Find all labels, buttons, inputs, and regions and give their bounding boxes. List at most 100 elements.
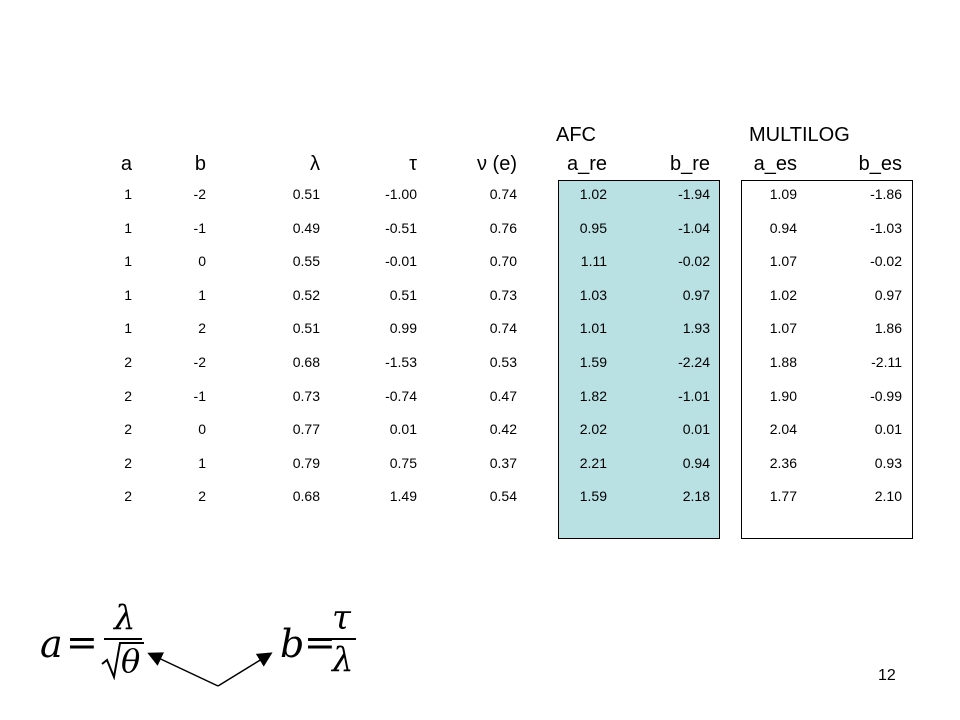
- formula-b-fraction-bar: [326, 638, 356, 640]
- table-cell: 1.82: [579, 387, 607, 404]
- table-cell: 2.04: [769, 421, 797, 438]
- table-cell: -0.01: [385, 253, 417, 270]
- table-cell: 2: [124, 354, 132, 370]
- table-cell: 2: [124, 421, 132, 438]
- table-cell: 1.03: [579, 286, 607, 303]
- table-cell: 0.73: [292, 387, 320, 404]
- table-cell: 0.79: [292, 454, 320, 471]
- table-cell: 1.07: [769, 253, 797, 270]
- column-header: a_es: [753, 153, 797, 175]
- table-cell: 1: [124, 320, 132, 337]
- table-cell: -1.53: [385, 354, 417, 370]
- table-cell: 1.59: [579, 488, 607, 505]
- table-cell: 0.51: [389, 286, 417, 303]
- table-cell: 0.94: [682, 454, 710, 471]
- table-cell: 1.86: [874, 320, 902, 337]
- table-cell: 0.51: [292, 186, 320, 202]
- table-cell: -2: [193, 186, 206, 202]
- page-number: 12: [878, 667, 896, 684]
- table-cell: 2: [124, 488, 132, 505]
- table-cell: 1.49: [389, 488, 417, 505]
- table-cell: 2.36: [769, 454, 797, 471]
- formula-a-radicand: θ: [121, 642, 141, 680]
- table-cell: -1.04: [678, 219, 710, 236]
- column-header: λ: [310, 153, 320, 175]
- table-cell: 0.75: [389, 454, 417, 471]
- table-cell: 0.51: [292, 320, 320, 337]
- column-header: a: [120, 153, 132, 175]
- arrow-to-theta: [147, 652, 219, 687]
- formula-a-lhs: a: [40, 622, 63, 666]
- table-cell: 1: [198, 286, 206, 303]
- table-cell: -0.51: [385, 219, 417, 236]
- formula-a-fraction-bar: [104, 638, 142, 640]
- table-cell: 0: [198, 421, 206, 438]
- table-cell: 0.97: [682, 286, 710, 303]
- table-cell: 0.37: [489, 454, 517, 471]
- table-cell: -1.03: [870, 219, 902, 236]
- table-cell: 2: [198, 488, 206, 505]
- table-cell: 0.77: [292, 421, 320, 438]
- formula-b-denominator: λ: [332, 640, 354, 680]
- table-cell: -1.94: [678, 186, 710, 202]
- table-cell: 2.21: [579, 454, 607, 471]
- table-cell: 0.95: [579, 219, 607, 236]
- table-cell: 0.74: [489, 186, 517, 202]
- table-cell: 1.09: [769, 186, 797, 202]
- table-cell: -1.86: [870, 186, 902, 202]
- table-cell: 0.73: [489, 286, 517, 303]
- table-cell: 0.68: [292, 488, 320, 505]
- afc-group-header: AFC: [556, 124, 596, 146]
- table-cell: 0.42: [489, 421, 517, 438]
- table-cell: -1.00: [385, 186, 417, 202]
- table-cell: 1.90: [769, 387, 797, 404]
- column-header: b_re: [669, 153, 710, 175]
- table-cell: 0.01: [874, 421, 902, 438]
- table-cell: 0.99: [389, 320, 417, 337]
- table-cell: 1.88: [769, 354, 797, 370]
- table-cell: 0.55: [292, 253, 320, 270]
- table-cell: 2.02: [579, 421, 607, 438]
- table-cell: 1: [198, 454, 206, 471]
- table-cell: -1: [193, 387, 206, 404]
- table-cell: 0.54: [489, 488, 517, 505]
- table-cell: -1: [193, 219, 206, 236]
- table-cell: -0.02: [678, 253, 710, 270]
- table-cell: 1.01: [579, 320, 607, 337]
- column-header: ν (e): [477, 153, 517, 175]
- table-cell: 2: [124, 454, 132, 471]
- table-cell: -2: [193, 354, 206, 370]
- table-cell: 1: [124, 186, 132, 202]
- table-cell: 0.01: [389, 421, 417, 438]
- table-cell: -0.99: [870, 387, 902, 404]
- table-cell: 1.02: [579, 186, 607, 202]
- sqrt-radical-icon: [101, 642, 144, 680]
- table-cell: -2.24: [678, 354, 710, 370]
- table-cell: -0.02: [870, 253, 902, 270]
- table-cell: 1: [124, 253, 132, 270]
- table-cell: 0.53: [489, 354, 517, 370]
- table-cell: 1.77: [769, 488, 797, 505]
- column-header: a_re: [566, 153, 607, 175]
- table-cell: -0.74: [385, 387, 417, 404]
- formula-b-numerator: τ: [332, 598, 351, 638]
- table-cell: 1.02: [769, 286, 797, 303]
- table-cell: 0.68: [292, 354, 320, 370]
- table-cell: 0.01: [682, 421, 710, 438]
- table-cell: 0.94: [769, 219, 797, 236]
- table-cell: 2: [198, 320, 206, 337]
- column-header: b: [194, 153, 206, 175]
- table-cell: 0.76: [489, 219, 517, 236]
- formula-a-numerator: λ: [114, 598, 136, 638]
- table-cell: 0: [198, 253, 206, 270]
- column-header: b_es: [858, 153, 902, 175]
- column-header: τ: [409, 153, 417, 175]
- afc-column-highlight: [558, 180, 720, 539]
- table-cell: 0.52: [292, 286, 320, 303]
- table-cell: 0.93: [874, 454, 902, 471]
- formula-b-equals: =: [304, 620, 336, 664]
- table-cell: 0.70: [489, 253, 517, 270]
- table-cell: -1.01: [678, 387, 710, 404]
- table-cell: 2.18: [682, 488, 710, 505]
